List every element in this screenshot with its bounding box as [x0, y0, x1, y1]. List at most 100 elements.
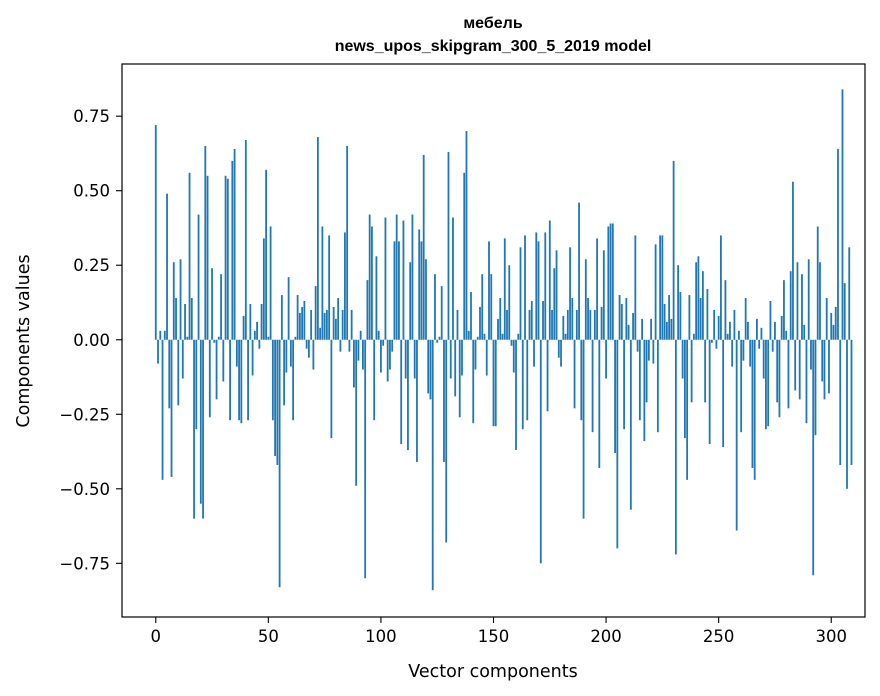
bar	[479, 306, 481, 340]
bar	[798, 339, 801, 400]
bar	[490, 274, 493, 340]
bar	[422, 154, 425, 340]
bar	[785, 330, 788, 340]
bar	[298, 312, 301, 340]
bar	[190, 298, 193, 340]
bar	[546, 339, 549, 412]
bar	[310, 309, 313, 340]
bar	[348, 339, 351, 352]
bar	[843, 283, 846, 340]
bar	[713, 309, 716, 340]
bar	[828, 339, 830, 394]
x-tick-label: 300	[815, 627, 847, 646]
bar	[240, 339, 243, 424]
bar	[506, 309, 508, 340]
bar	[749, 339, 752, 367]
bar	[166, 193, 168, 340]
bar	[341, 309, 344, 340]
bar	[812, 339, 815, 576]
bar	[355, 339, 358, 486]
bar	[602, 250, 605, 340]
bar	[670, 318, 673, 340]
bar	[382, 339, 385, 346]
bar	[199, 339, 202, 504]
bar	[614, 339, 616, 454]
bar	[251, 339, 254, 376]
bar	[485, 339, 488, 376]
y-tick-label: −0.75	[59, 554, 110, 573]
bar	[501, 333, 504, 340]
bar	[641, 318, 643, 340]
bar	[758, 339, 761, 349]
bar	[305, 339, 308, 349]
bar	[591, 339, 594, 433]
bar	[334, 318, 337, 340]
bar	[778, 339, 781, 418]
bar	[409, 262, 412, 340]
bar	[438, 336, 441, 340]
bar	[756, 318, 758, 340]
bar	[276, 339, 279, 465]
bar	[656, 339, 659, 433]
bar	[508, 265, 511, 340]
bar	[744, 298, 747, 340]
x-axis-ticks: 0 50 100 150 200 250 300	[151, 617, 847, 646]
bar	[553, 268, 556, 340]
bar	[454, 339, 457, 397]
bar	[557, 339, 560, 358]
bar	[188, 172, 191, 340]
bar	[265, 169, 267, 340]
bar	[616, 339, 619, 549]
bar	[794, 339, 797, 391]
bar	[645, 339, 648, 403]
bar	[537, 241, 540, 340]
bar	[780, 315, 783, 340]
bar	[659, 235, 662, 340]
bar	[503, 238, 506, 340]
bar	[154, 125, 157, 340]
bar	[654, 244, 657, 340]
bar	[611, 223, 614, 340]
bar	[555, 250, 558, 340]
bar	[202, 339, 204, 519]
bar	[440, 286, 443, 340]
bar	[400, 339, 403, 445]
x-tick-label: 0	[151, 627, 162, 646]
bar	[222, 339, 225, 382]
bar	[701, 271, 704, 340]
bar	[307, 339, 310, 358]
bar	[211, 268, 213, 340]
bar	[238, 339, 240, 421]
bar	[643, 339, 646, 442]
bar	[258, 339, 261, 349]
bar	[814, 339, 817, 436]
y-tick-label: 0.75	[73, 107, 110, 126]
bar	[217, 336, 220, 340]
bar	[413, 339, 416, 379]
bar	[364, 339, 367, 579]
bar	[582, 339, 585, 519]
bar	[688, 295, 691, 340]
bar	[213, 339, 216, 343]
bar	[584, 259, 587, 340]
bar	[600, 306, 603, 340]
bar	[636, 339, 639, 352]
bar	[312, 339, 315, 370]
bar	[796, 262, 799, 340]
bar	[753, 339, 756, 480]
bar	[373, 339, 376, 421]
bar	[771, 339, 774, 352]
bar	[776, 339, 779, 403]
bar	[695, 262, 698, 340]
bar	[436, 339, 439, 343]
bar	[157, 339, 159, 364]
bar	[233, 148, 236, 340]
bar	[161, 339, 164, 480]
bar	[247, 339, 249, 421]
bar	[244, 140, 247, 340]
bar	[544, 232, 547, 340]
bar	[686, 339, 689, 480]
y-tick-label: 0.00	[73, 331, 110, 350]
bar	[596, 238, 598, 340]
